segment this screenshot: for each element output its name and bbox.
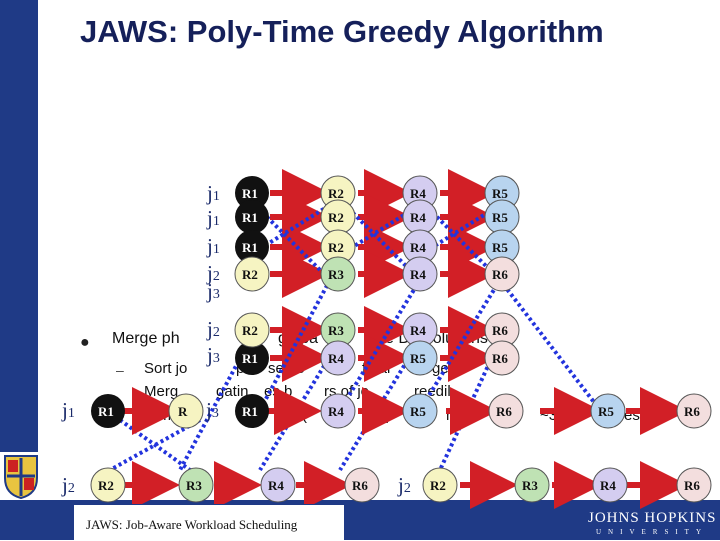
svg-text:R4: R4 bbox=[410, 186, 426, 201]
svg-text:R3: R3 bbox=[328, 267, 344, 282]
svg-text:j1: j1 bbox=[206, 206, 220, 230]
svg-text:j2: j2 bbox=[206, 317, 220, 341]
sub-bullet-dash: – bbox=[116, 362, 124, 378]
svg-text:R1: R1 bbox=[242, 240, 258, 255]
svg-text:j1: j1 bbox=[206, 234, 220, 258]
job-labels: j1 j1 j1 j2 j3 j2 j3 j3 j1 j2 j2 bbox=[61, 181, 411, 497]
svg-text:R6: R6 bbox=[492, 267, 508, 282]
svg-text:j2: j2 bbox=[61, 473, 75, 497]
svg-text:R2: R2 bbox=[430, 478, 446, 493]
svg-text:R5: R5 bbox=[492, 210, 508, 225]
svg-text:R4: R4 bbox=[410, 240, 426, 255]
node-r4: R4 R4 R4 R4 R4 R4 R4 R4 R4 bbox=[260, 175, 628, 503]
svg-text:j2: j2 bbox=[397, 473, 411, 497]
node-r2: R2 R2 R2 R2 R2 R2 R2 R bbox=[90, 175, 458, 503]
svg-text:R4: R4 bbox=[410, 267, 426, 282]
node-r5: R5 R5 R5 R5 R5 R5 bbox=[402, 175, 626, 429]
svg-text:R5: R5 bbox=[410, 351, 426, 366]
bullet-text: Merge ph bbox=[112, 330, 180, 347]
svg-text:R5: R5 bbox=[410, 404, 426, 419]
svg-text:j1: j1 bbox=[206, 181, 220, 205]
svg-text:j3: j3 bbox=[205, 398, 219, 422]
svg-text:R4: R4 bbox=[328, 351, 344, 366]
svg-text:R1: R1 bbox=[242, 404, 258, 419]
svg-text:R6: R6 bbox=[352, 478, 368, 493]
left-accent-bar bbox=[0, 0, 38, 452]
node-r6: R6 R6 R6 R6 R6 R6 R6 bbox=[344, 256, 712, 503]
dotted-dependency-lines bbox=[109, 198, 602, 472]
svg-text:R2: R2 bbox=[328, 186, 344, 201]
sub-bullet-2b: gatin bbox=[216, 383, 249, 400]
red-arrows-bottom bbox=[124, 387, 688, 509]
footer-text: JAWS: Job-Aware Workload Scheduling bbox=[86, 517, 298, 532]
svg-text:R2: R2 bbox=[328, 210, 344, 225]
svg-text:R4: R4 bbox=[410, 323, 426, 338]
node-r3: R3 R3 R3 R3 bbox=[178, 256, 550, 503]
svg-text:R6: R6 bbox=[684, 478, 700, 493]
svg-text:R3: R3 bbox=[328, 323, 344, 338]
svg-text:R6: R6 bbox=[684, 404, 700, 419]
svg-text:R4: R4 bbox=[268, 478, 284, 493]
svg-text:j1: j1 bbox=[61, 398, 75, 422]
svg-text:R5: R5 bbox=[492, 186, 508, 201]
svg-text:R2: R2 bbox=[242, 267, 258, 282]
svg-text:R5: R5 bbox=[492, 240, 508, 255]
svg-text:R1: R1 bbox=[242, 351, 258, 366]
svg-text:R2: R2 bbox=[98, 478, 114, 493]
svg-text:R5: R5 bbox=[598, 404, 614, 419]
sub-bullet-1a: Sort jo bbox=[144, 360, 188, 377]
svg-text:R4: R4 bbox=[410, 210, 426, 225]
svg-text:R1: R1 bbox=[98, 404, 114, 419]
bullet-icon: ● bbox=[80, 334, 90, 351]
university-seal-icon bbox=[4, 455, 38, 500]
svg-text:R3: R3 bbox=[522, 478, 538, 493]
university-logo-subtext: UNIVERSITY bbox=[596, 528, 708, 536]
svg-text:R6: R6 bbox=[496, 404, 512, 419]
svg-text:R4: R4 bbox=[328, 404, 344, 419]
svg-text:R3: R3 bbox=[186, 478, 202, 493]
node-r1: R1 R1 R1 R1 R1 R1 bbox=[91, 176, 269, 428]
svg-text:R2: R2 bbox=[328, 240, 344, 255]
university-logo-text: JOHNS HOPKINS bbox=[588, 510, 717, 526]
svg-text:R1: R1 bbox=[242, 186, 258, 201]
svg-text:R4: R4 bbox=[600, 478, 616, 493]
svg-text:R: R bbox=[178, 404, 188, 419]
svg-text:R1: R1 bbox=[242, 210, 258, 225]
svg-text:R2: R2 bbox=[242, 323, 258, 338]
svg-text:R6: R6 bbox=[492, 323, 508, 338]
footer-panel bbox=[74, 504, 344, 541]
slide-title: JAWS: Poly-Time Greedy Algorithm bbox=[80, 14, 604, 49]
red-arrows-top bbox=[270, 169, 496, 382]
svg-text:j3: j3 bbox=[206, 343, 220, 367]
svg-text:R6: R6 bbox=[492, 351, 508, 366]
